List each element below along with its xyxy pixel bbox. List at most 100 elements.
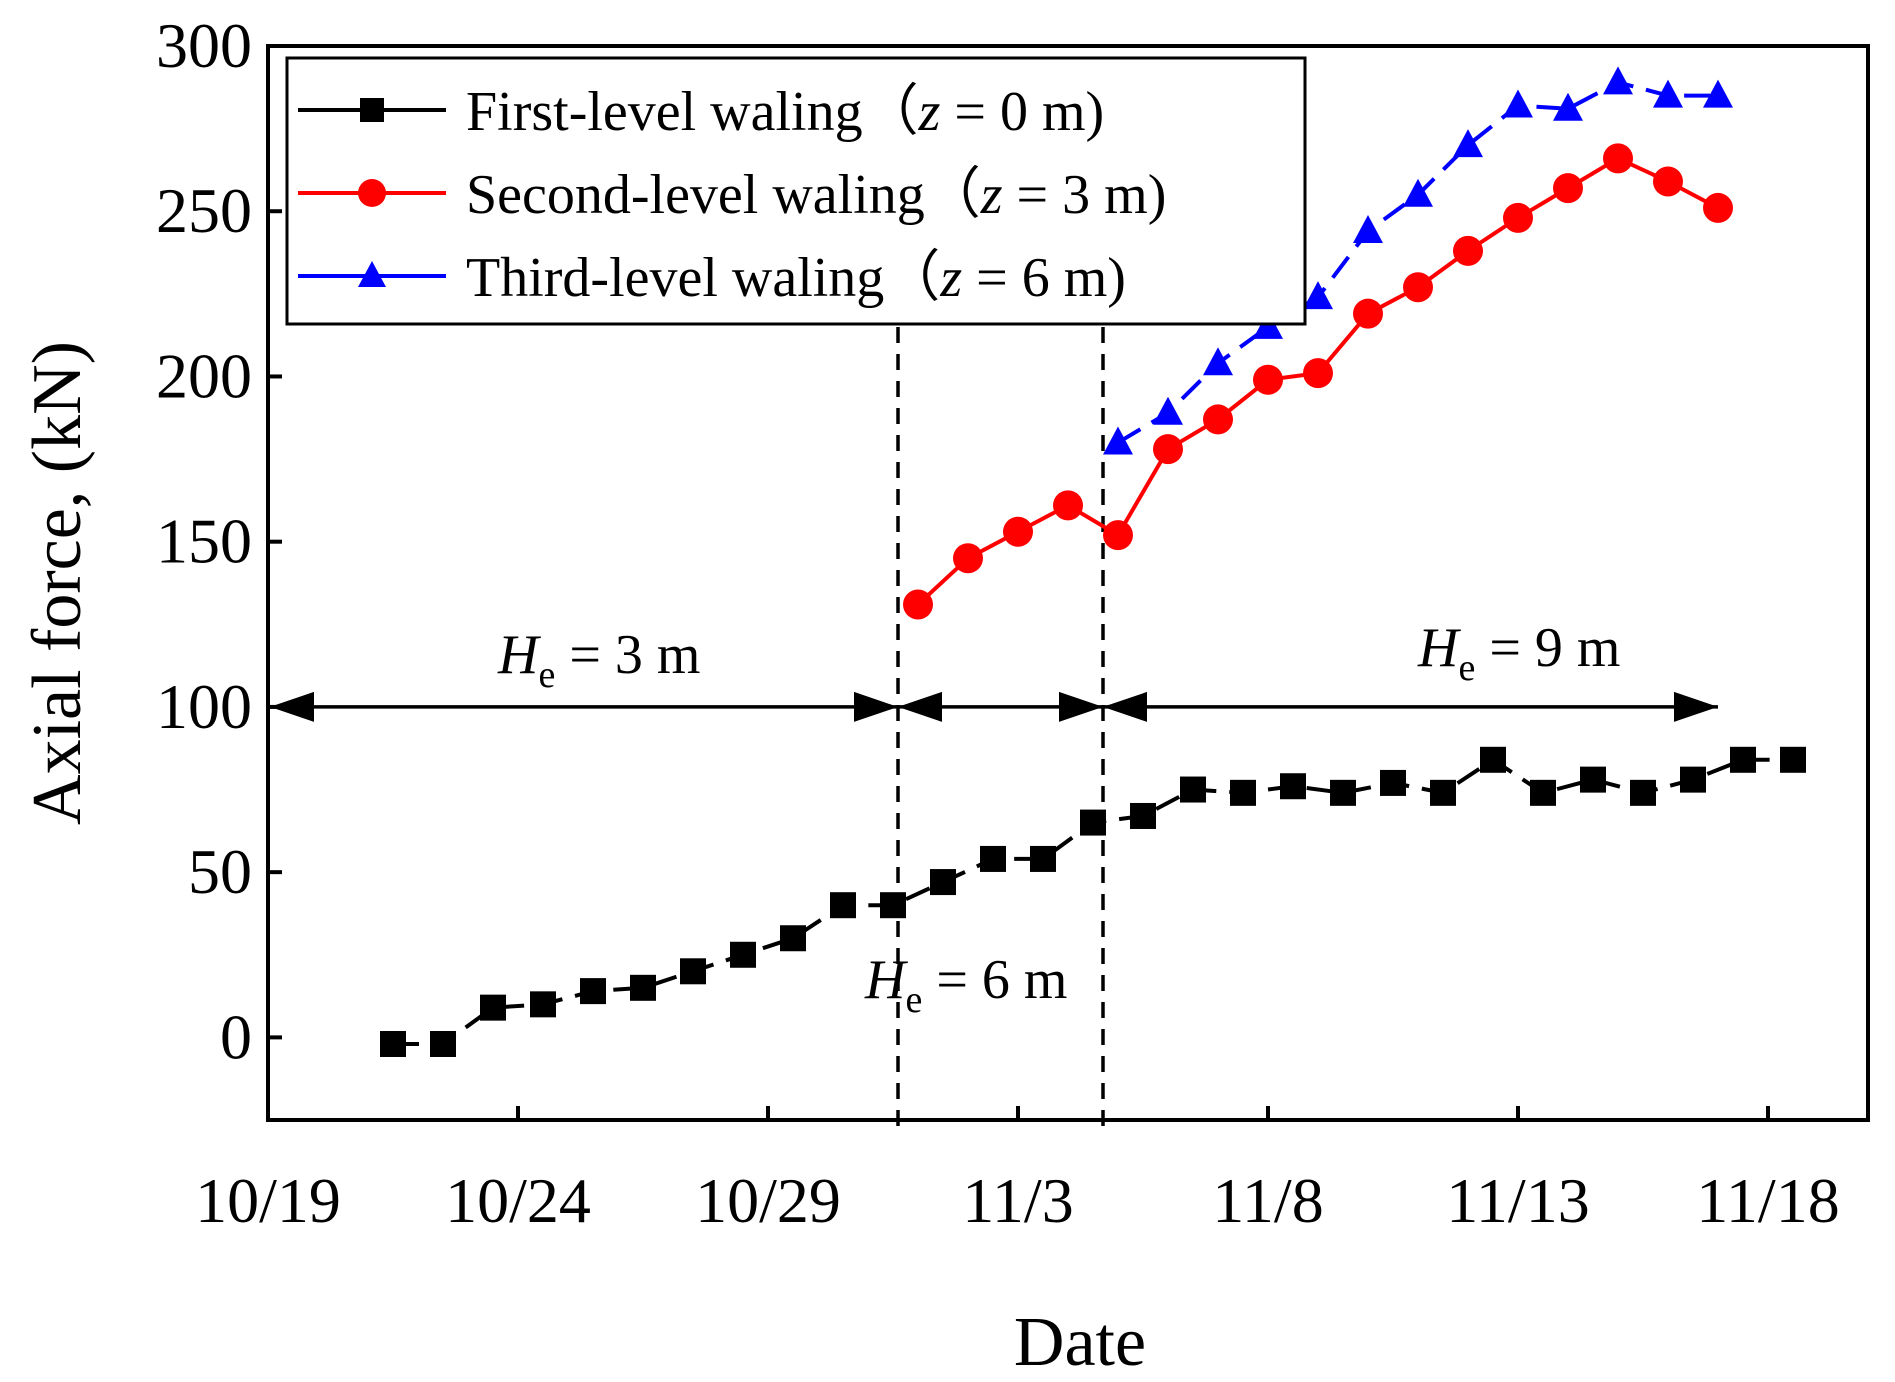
point-second-15 bbox=[1653, 166, 1683, 197]
point-first-20 bbox=[1380, 769, 1406, 796]
annotation-he-6m: He = 6 m bbox=[864, 949, 1067, 1021]
legend-marker-second bbox=[358, 179, 386, 207]
point-first-0 bbox=[380, 1030, 406, 1057]
point-second-16 bbox=[1703, 192, 1733, 223]
point-first-25 bbox=[1630, 779, 1656, 806]
plot-frame bbox=[266, 44, 1870, 1122]
point-third-10 bbox=[1603, 66, 1633, 95]
legend-label-first-z: z bbox=[918, 81, 941, 143]
point-first-14 bbox=[1080, 809, 1106, 836]
x-tick-label-0: 10/19 bbox=[195, 1165, 341, 1236]
annotation-he-3m-value: = 3 m bbox=[555, 624, 700, 686]
point-third-2 bbox=[1203, 347, 1233, 376]
point-first-28 bbox=[1780, 746, 1806, 773]
point-first-15 bbox=[1130, 802, 1156, 829]
x-axis-title: Date bbox=[1014, 1304, 1146, 1381]
point-second-3 bbox=[1053, 490, 1083, 521]
point-first-2 bbox=[480, 994, 506, 1021]
legend-label-third-name: Third-level waling（ bbox=[466, 247, 940, 309]
point-first-27 bbox=[1730, 746, 1756, 773]
point-third-7 bbox=[1453, 129, 1483, 158]
legend-label-first: First-level waling（z = 0 m) bbox=[466, 81, 1104, 143]
point-first-9 bbox=[830, 892, 856, 919]
legend-label-second-z: z bbox=[980, 164, 1003, 226]
legend-label-first-depth: = 0 m) bbox=[940, 81, 1104, 143]
legend: First-level waling（z = 0 m) Second-level… bbox=[285, 56, 1307, 326]
point-second-1 bbox=[953, 543, 983, 574]
point-second-2 bbox=[1003, 516, 1033, 547]
point-first-22 bbox=[1480, 746, 1506, 773]
x-tick-label-6: 11/18 bbox=[1696, 1165, 1839, 1236]
point-first-13 bbox=[1030, 845, 1056, 872]
point-second-12 bbox=[1503, 202, 1533, 233]
y-tick-label-150: 150 bbox=[156, 506, 252, 577]
arrowhead-left-start bbox=[270, 691, 314, 722]
annotation-he-3m: He = 3 m bbox=[497, 624, 700, 696]
point-first-4 bbox=[580, 978, 606, 1005]
arrowhead-stage1-end bbox=[854, 691, 898, 722]
annotation-he-6m-value: = 6 m bbox=[922, 949, 1067, 1011]
point-first-16 bbox=[1180, 776, 1206, 803]
point-second-7 bbox=[1253, 364, 1283, 395]
point-third-0 bbox=[1103, 426, 1133, 455]
arrowhead-stage3-end bbox=[1674, 691, 1718, 722]
point-second-14 bbox=[1603, 143, 1633, 174]
point-third-6 bbox=[1403, 178, 1433, 207]
point-second-11 bbox=[1453, 235, 1483, 266]
x-tick-label-4: 11/8 bbox=[1212, 1165, 1323, 1236]
y-tick-label-250: 250 bbox=[156, 175, 252, 246]
y-axis-title: Axial force, (kN) bbox=[19, 341, 96, 825]
arrowhead-stage3-start bbox=[1103, 691, 1147, 722]
point-second-0 bbox=[903, 589, 933, 620]
annotation-he-9m-h: H bbox=[1417, 617, 1461, 679]
legend-marker-third bbox=[358, 261, 386, 287]
legend-label-third-z: z bbox=[939, 247, 962, 309]
legend-label-second-depth: = 3 m) bbox=[1003, 164, 1167, 226]
point-third-12 bbox=[1703, 79, 1733, 108]
y-tick-label-50: 50 bbox=[188, 836, 252, 907]
point-first-12 bbox=[980, 845, 1006, 872]
point-second-6 bbox=[1203, 404, 1233, 435]
legend-box bbox=[285, 56, 1307, 326]
point-first-5 bbox=[630, 974, 656, 1001]
point-first-1 bbox=[430, 1030, 456, 1057]
series-layer bbox=[380, 66, 1806, 1057]
annotation-he-9m: He = 9 m bbox=[1417, 617, 1620, 689]
legend-label-first-name: First-level waling（ bbox=[466, 81, 919, 143]
point-first-26 bbox=[1680, 766, 1706, 793]
annotation-he-3m-h: H bbox=[497, 624, 541, 686]
point-first-18 bbox=[1280, 773, 1306, 800]
x-tick-label-5: 11/13 bbox=[1446, 1165, 1589, 1236]
x-tick-label-3: 11/3 bbox=[962, 1165, 1073, 1236]
y-tick-label-300: 300 bbox=[156, 10, 252, 81]
point-first-7 bbox=[730, 941, 756, 968]
point-first-17 bbox=[1230, 779, 1256, 806]
y-axis-ticks: 0 50 100 150 200 250 300 bbox=[156, 10, 282, 1072]
legend-label-third: Third-level waling（z = 6 m) bbox=[466, 247, 1126, 309]
point-second-9 bbox=[1353, 298, 1383, 329]
point-second-13 bbox=[1553, 173, 1583, 204]
point-third-5 bbox=[1353, 215, 1383, 244]
stage-arrows bbox=[268, 691, 1718, 722]
annotation-he-6m-sub: e bbox=[905, 979, 922, 1021]
annotation-he-6m-h: H bbox=[864, 949, 908, 1011]
x-tick-label-2: 10/29 bbox=[695, 1165, 841, 1236]
point-first-23 bbox=[1530, 779, 1556, 806]
arrowhead-stage2-end bbox=[1059, 691, 1103, 722]
legend-label-third-depth: = 6 m) bbox=[962, 247, 1126, 309]
point-second-4 bbox=[1103, 520, 1133, 551]
point-second-8 bbox=[1303, 358, 1333, 389]
point-first-24 bbox=[1580, 766, 1606, 793]
point-first-6 bbox=[680, 958, 706, 985]
point-first-19 bbox=[1330, 779, 1356, 806]
annotation-he-3m-sub: e bbox=[538, 654, 555, 696]
annotation-he-9m-sub: e bbox=[1458, 647, 1475, 689]
point-first-21 bbox=[1430, 779, 1456, 806]
y-tick-label-200: 200 bbox=[156, 340, 252, 411]
legend-label-second: Second-level waling（z = 3 m) bbox=[466, 164, 1166, 226]
point-third-8 bbox=[1503, 89, 1533, 118]
point-first-3 bbox=[530, 991, 556, 1018]
point-first-10 bbox=[880, 892, 906, 919]
point-first-8 bbox=[780, 925, 806, 952]
